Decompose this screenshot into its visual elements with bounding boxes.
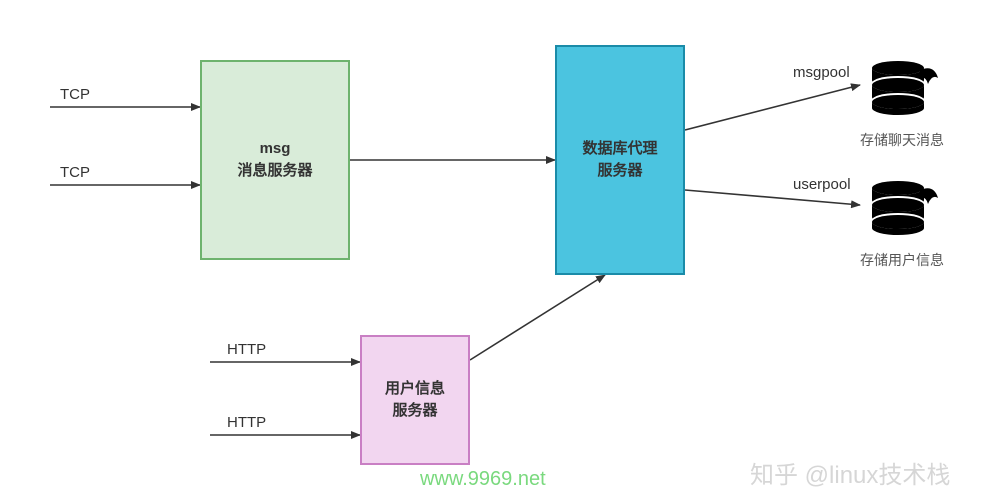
arrow-db_to_msgpool xyxy=(685,85,860,130)
msg-server-title: msg xyxy=(260,138,291,161)
userpool-label: userpool xyxy=(793,176,851,193)
http-label-2: HTTP xyxy=(227,414,266,431)
msgpool-caption: 存储聊天消息 xyxy=(860,130,944,150)
tcp-label-2: TCP xyxy=(60,164,90,181)
http-label-1: HTTP xyxy=(227,341,266,358)
database-icon-userpool xyxy=(870,180,940,235)
msg-server-box: msg 消息服务器 xyxy=(200,60,350,260)
user-server-box: 用户信息 服务器 xyxy=(360,335,470,465)
watermark-zhihu: 知乎 @linux技术栈 xyxy=(750,455,950,490)
db-proxy-subtitle: 服务器 xyxy=(597,160,642,183)
userpool-caption: 存储用户信息 xyxy=(860,250,944,270)
watermark-url: www.9969.net xyxy=(420,468,546,491)
msg-server-subtitle: 消息服务器 xyxy=(237,160,312,183)
tcp-label-1: TCP xyxy=(60,86,90,103)
arrow-user_to_db xyxy=(470,275,605,360)
database-icon-msgpool xyxy=(870,60,940,115)
db-proxy-box: 数据库代理 服务器 xyxy=(555,45,685,275)
user-server-title: 用户信息 xyxy=(385,378,445,401)
db-proxy-title: 数据库代理 xyxy=(582,138,657,161)
user-server-subtitle: 服务器 xyxy=(392,400,437,423)
msgpool-label: msgpool xyxy=(793,64,850,81)
arrow-layer xyxy=(0,0,1007,500)
